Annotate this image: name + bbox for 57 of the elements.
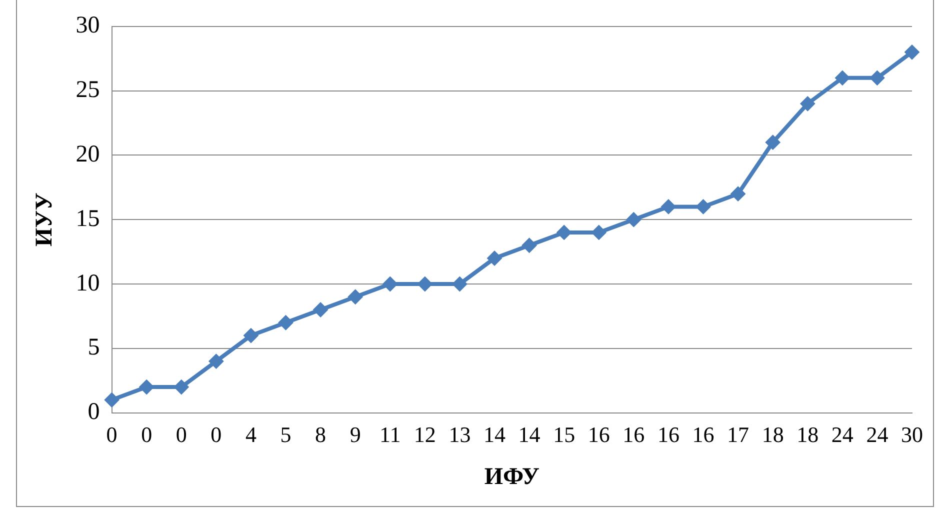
y-tick-label: 15 (76, 206, 100, 232)
point (452, 276, 468, 292)
point (417, 276, 432, 292)
x-tick-label: 11 (380, 422, 401, 447)
x-tick-label: 30 (901, 422, 923, 447)
x-tick-label: 24 (866, 422, 888, 447)
point (278, 315, 294, 330)
x-tick-label: 14 (518, 422, 540, 447)
y-tick-label: 10 (76, 270, 100, 296)
x-tick-label: 13 (448, 422, 471, 447)
y-tick-label: 5 (88, 334, 100, 361)
x-tick-label: 16 (588, 422, 610, 447)
point (696, 199, 711, 214)
point (800, 96, 816, 112)
point (834, 70, 850, 86)
x-axis-title: ИФУ (484, 464, 540, 490)
x-tick-label: 0 (176, 422, 187, 447)
point (313, 302, 328, 318)
point (730, 186, 746, 202)
x-tick-label: 0 (210, 422, 222, 447)
x-tick-label: 16 (657, 422, 680, 447)
y-tick-label: 0 (88, 399, 100, 426)
x-tick-label: 9 (350, 422, 361, 447)
point (243, 328, 258, 344)
point (348, 289, 363, 304)
point (870, 70, 885, 86)
x-tick-label: 0 (141, 422, 152, 447)
x-tick-label: 14 (484, 422, 506, 447)
point (626, 212, 642, 228)
x-tick-label: 8 (315, 422, 326, 447)
point (660, 199, 676, 214)
point (591, 224, 606, 240)
y-axis-title: ИУУ (32, 192, 58, 247)
point (487, 250, 502, 266)
x-tick-label: 18 (762, 422, 784, 447)
x-tick-label: 16 (692, 422, 714, 447)
y-tick-label: 25 (76, 77, 100, 104)
y-tick-label: 20 (76, 141, 100, 168)
x-tick-label: 16 (622, 422, 645, 447)
point (208, 354, 224, 369)
point (382, 276, 398, 292)
point (104, 392, 120, 408)
x-tick-label: 24 (831, 422, 854, 447)
x-tick-label: 18 (796, 422, 819, 447)
x-tick-label: 17 (727, 422, 750, 447)
y-tick-label: 30 (76, 12, 100, 39)
x-tick-label: 15 (553, 422, 576, 447)
point (139, 380, 154, 395)
x-tick-label: 5 (280, 422, 292, 447)
x-tick-label: 12 (414, 422, 436, 447)
x-tick-label: 0 (106, 422, 118, 447)
point (765, 134, 780, 150)
point (522, 238, 537, 253)
x-tick-label: 4 (245, 422, 256, 447)
point (174, 380, 189, 395)
point (904, 44, 920, 60)
point (556, 224, 572, 240)
